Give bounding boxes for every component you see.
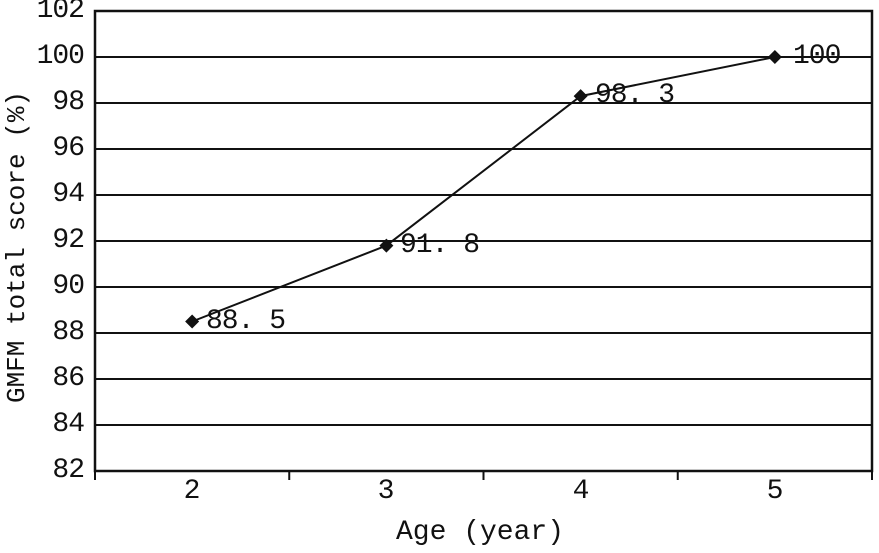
x-tick-label: 5: [766, 476, 784, 507]
y-tick-label: 100: [36, 41, 85, 72]
y-tick-label: 82: [52, 455, 85, 486]
y-tick-label: 92: [52, 225, 85, 256]
data-label: 100: [793, 41, 841, 72]
y-tick-label: 90: [52, 271, 85, 302]
y-tick-label: 98: [52, 87, 85, 118]
data-point-marker: [573, 89, 588, 104]
y-tick-label: 94: [52, 179, 85, 210]
data-label: 88. 5: [206, 306, 286, 337]
data-label: 98. 3: [595, 80, 675, 111]
x-tick-label: 2: [183, 476, 201, 507]
series-line: [191, 56, 776, 323]
data-label: 91. 8: [400, 230, 480, 261]
y-tick-label: 88: [52, 317, 85, 348]
y-tick-label: 84: [52, 409, 85, 440]
data-point-marker: [379, 238, 394, 253]
y-axis-title: GMFM total score (%): [2, 90, 32, 404]
plot-frame: [93, 9, 874, 473]
y-tick-label: 96: [52, 133, 85, 164]
y-tick-label: 102: [36, 0, 85, 26]
x-axis-title: Age (year): [395, 517, 565, 548]
data-point-marker: [185, 314, 200, 329]
y-tick-label: 86: [52, 363, 85, 394]
x-tick-label: 4: [572, 476, 590, 507]
x-tick-label: 3: [377, 476, 395, 507]
data-point-marker: [767, 50, 782, 64]
